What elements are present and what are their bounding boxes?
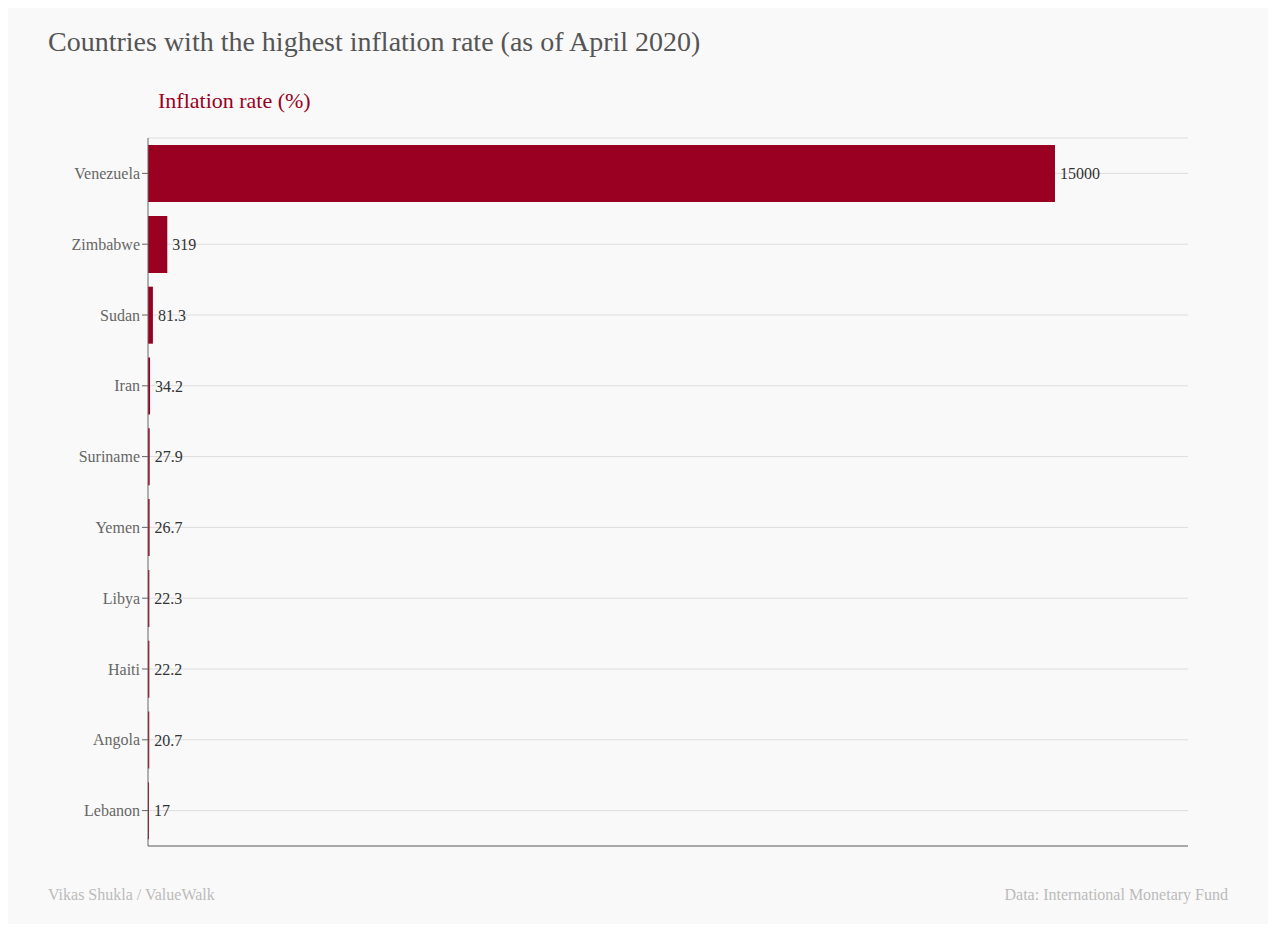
svg-text:20.7: 20.7 <box>154 732 182 749</box>
svg-text:Haiti: Haiti <box>108 661 141 678</box>
svg-text:Zimbabwe: Zimbabwe <box>72 236 140 253</box>
svg-text:Iran: Iran <box>114 377 140 394</box>
svg-text:17: 17 <box>154 802 170 819</box>
svg-text:Suriname: Suriname <box>79 448 140 465</box>
svg-text:22.2: 22.2 <box>154 661 182 678</box>
svg-text:Venezuela: Venezuela <box>74 165 140 182</box>
svg-text:81.3: 81.3 <box>158 307 186 324</box>
svg-text:27.9: 27.9 <box>155 448 183 465</box>
svg-text:22.3: 22.3 <box>154 590 182 607</box>
svg-text:Sudan: Sudan <box>100 307 140 324</box>
svg-text:15000: 15000 <box>1060 165 1100 182</box>
svg-text:319: 319 <box>172 236 196 253</box>
svg-text:Angola: Angola <box>93 731 140 749</box>
svg-text:26.7: 26.7 <box>155 519 183 536</box>
html-text:Inflation rate (%): Inflation rate (%) <box>158 88 311 113</box>
svg-text:Yemen: Yemen <box>95 519 140 536</box>
svg-text:Libya: Libya <box>103 590 140 608</box>
svg-text:Lebanon: Lebanon <box>84 802 140 819</box>
html-text:Data: International Monetary F: Data: International Monetary Fund <box>1004 886 1228 903</box>
html-text:Vikas Shukla / ValueWalk: Vikas Shukla / ValueWalk <box>48 886 215 903</box>
html-text:Countries with the highest inf: Countries with the highest inflation rat… <box>48 26 701 57</box>
svg-text:34.2: 34.2 <box>155 378 183 395</box>
